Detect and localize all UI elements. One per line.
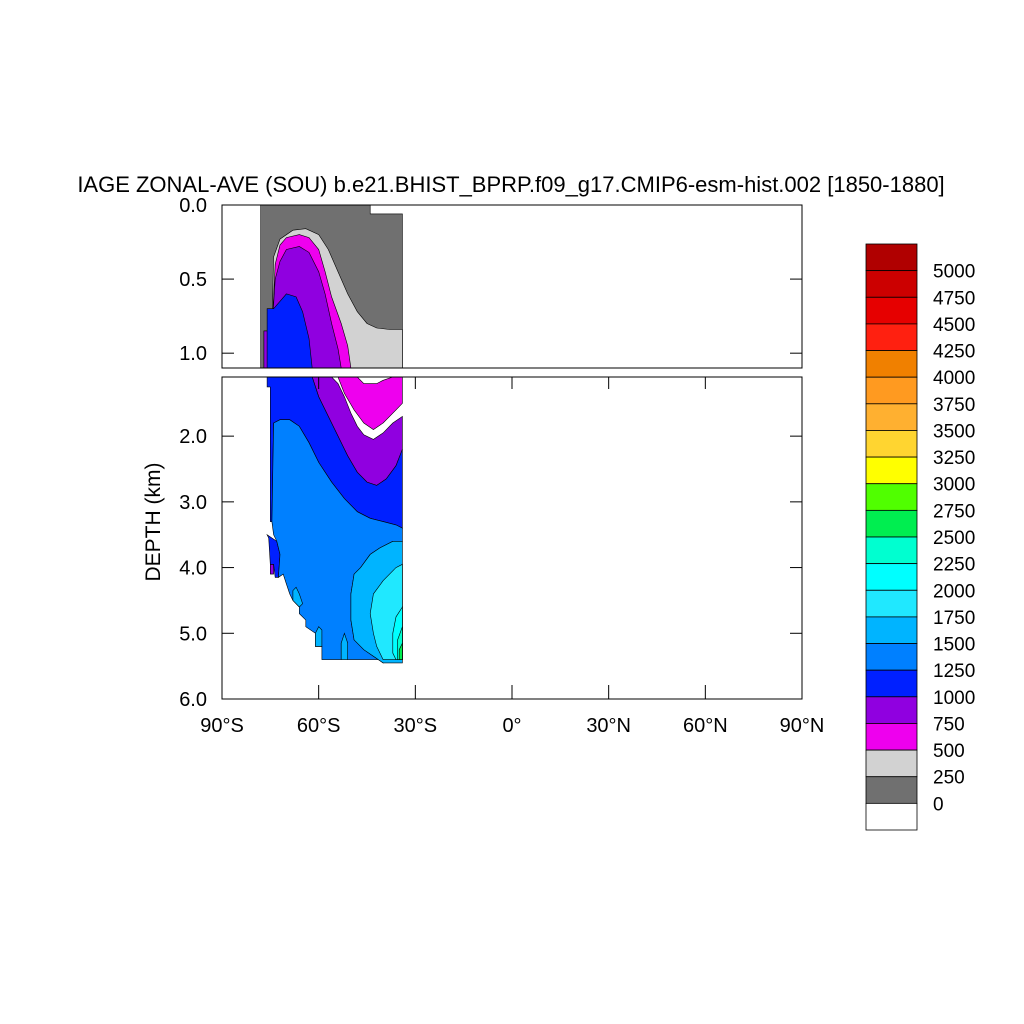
colorbar-swatch — [865, 430, 918, 458]
colorbar-swatch — [865, 536, 918, 565]
colorbar-label: 3000 — [933, 475, 975, 496]
contour-region-upper-2000-2250-16 — [393, 887, 403, 1006]
contour-region-upper-1500-1750-13 — [341, 946, 348, 1005]
colorbar-swatch — [865, 696, 918, 724]
contour-region-upper-2500-2750-18 — [399, 968, 402, 1005]
contour-region-lower-1500-1750-11 — [292, 586, 303, 608]
colorbar-label: 1000 — [933, 688, 975, 709]
colorbar-swatch — [865, 669, 918, 698]
colorbar-label: 5000 — [933, 262, 975, 283]
upper-panel: 0.0 0.5 1.0 — [179, 195, 803, 1013]
contour-region-lower-500-750-3 — [337, 377, 403, 430]
colorbar-swatch — [865, 776, 918, 804]
contour-region-upper-1500-1750-14 — [351, 739, 403, 1013]
contour-region-upper-750-1000-6 — [270, 790, 273, 812]
colorbar-swatch — [865, 456, 918, 485]
lower-panel: 2.0 3.0 4.0 5.0 6.0 90°S 60°S 30°S 0° 30°N 60°N 90… — [179, 376, 825, 737]
x-tick-label: 0° — [502, 715, 521, 737]
colorbar-swatch — [865, 376, 918, 405]
colorbar-label: 500 — [933, 741, 965, 762]
colorbar-swatch — [865, 243, 918, 272]
y-tick-label-upper: 1.0 — [179, 343, 207, 365]
colorbar-label: 1750 — [933, 608, 975, 629]
colorbar-label: 250 — [933, 768, 965, 789]
colorbar-swatch — [865, 350, 918, 378]
colorbar-label: 4500 — [933, 315, 975, 336]
upper-panel-frame — [221, 204, 803, 369]
contour-region-lower-2500-2750-18 — [398, 642, 403, 660]
colorbar: 5000475045004250400037503500325030002750… — [865, 243, 975, 831]
x-tick-label: 90°N — [780, 715, 825, 737]
colorbar-label: 0 — [933, 794, 944, 815]
chart-title: IAGE ZONAL-AVE (SOU) b.e21.BHIST_BPRP.f0… — [77, 172, 944, 197]
colorbar-swatch — [865, 723, 918, 751]
contour-region-lower-750-1000-6 — [269, 563, 274, 575]
contour-region-upper-1500-1750-12 — [315, 931, 322, 975]
contour-region-upper-2250-2500-17 — [398, 931, 403, 1005]
y-tick-label-lower: 4.0 — [179, 558, 207, 580]
colorbar-label: 1500 — [933, 635, 975, 656]
colorbar-swatch — [865, 323, 918, 351]
colorbar-swatch — [865, 403, 918, 431]
colorbar-swatch — [865, 749, 918, 778]
colorbar-label: 3250 — [933, 448, 975, 469]
colorbar-swatch — [865, 802, 918, 831]
y-tick-label-lower: 6.0 — [179, 689, 207, 711]
colorbar-label: 2500 — [933, 528, 975, 549]
x-tick-label: 90°S — [200, 715, 244, 737]
contour-region-upper-1000-1250-9 — [267, 724, 280, 820]
y-axis-label: DEPTH (km) — [142, 463, 165, 582]
x-tick-label: 60°N — [683, 715, 728, 737]
contour-region-lower-1500-1750-13 — [340, 632, 349, 660]
y-tick-label-upper: 0.0 — [179, 195, 207, 217]
colorbar-label: 4000 — [933, 368, 975, 389]
colorbar-swatch — [865, 563, 918, 591]
x-tick-label: 30°S — [394, 715, 438, 737]
colorbar-label: 4750 — [933, 288, 975, 309]
contour-region-upper-1500-1750-11 — [293, 842, 303, 886]
y-tick-label-lower: 2.0 — [179, 426, 207, 448]
colorbar-swatch — [865, 270, 918, 298]
contour-region-upper-1750-2000-15 — [370, 790, 402, 1005]
colorbar-swatch — [865, 589, 918, 618]
contour-region-lower-1500-1750-12 — [315, 626, 323, 647]
colorbar-swatch — [865, 643, 918, 671]
contour-region-upper-1000-1250-7 — [266, 293, 313, 368]
colorbar-swatch — [865, 483, 918, 511]
y-tick-label-upper: 0.5 — [179, 269, 207, 291]
colorbar-swatch — [865, 616, 918, 644]
colorbar-label: 3750 — [933, 395, 975, 416]
colorbar-label: 4250 — [933, 342, 975, 363]
colorbar-label: 3500 — [933, 421, 975, 442]
colorbar-label: 2000 — [933, 581, 975, 602]
x-tick-label: 60°S — [297, 715, 341, 737]
x-tick-label: 30°N — [586, 715, 631, 737]
colorbar-label: 750 — [933, 714, 965, 735]
colorbar-label: 1250 — [933, 661, 975, 682]
colorbar-label: 2250 — [933, 555, 975, 576]
y-tick-label-lower: 3.0 — [179, 492, 207, 514]
y-tick-label-lower: 5.0 — [179, 623, 207, 645]
colorbar-swatch — [865, 296, 918, 325]
colorbar-label: 2750 — [933, 501, 975, 522]
colorbar-swatch — [865, 509, 918, 538]
